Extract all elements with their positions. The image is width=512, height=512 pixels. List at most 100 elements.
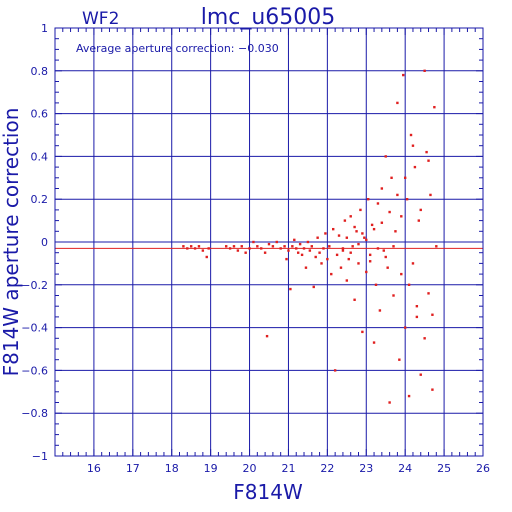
data-point <box>265 334 269 338</box>
data-point <box>314 255 317 259</box>
data-point <box>361 330 364 334</box>
data-point <box>333 369 337 372</box>
data-point <box>275 240 278 244</box>
data-point <box>197 245 201 248</box>
x-tick-labels: 16 17 18 19 20 21 22 23 24 25 26 <box>87 462 490 475</box>
data-point <box>413 165 417 169</box>
data-point <box>316 236 319 239</box>
data-point <box>396 193 399 197</box>
data-point <box>263 251 267 254</box>
data-point <box>415 305 419 308</box>
data-point <box>435 245 438 248</box>
x-tick-label: 22 <box>320 462 334 475</box>
data-point <box>384 155 387 158</box>
data-point <box>328 245 331 248</box>
x-tick-label: 19 <box>204 462 218 475</box>
data-point <box>345 236 349 239</box>
data-point <box>407 283 411 286</box>
data-point <box>427 159 430 162</box>
y-tick-label: −1 <box>32 450 48 463</box>
data-point <box>335 253 339 257</box>
data-point <box>400 215 403 218</box>
y-tick-label: 1 <box>41 22 48 35</box>
data-point <box>320 262 323 265</box>
data-point <box>349 215 352 218</box>
data-point <box>267 242 271 246</box>
data-point <box>339 266 343 269</box>
y-tick-label: −0.2 <box>21 279 48 292</box>
y-tick-label: −0.6 <box>21 364 48 377</box>
data-point <box>248 247 251 250</box>
grid-lines <box>54 27 484 457</box>
y-axis-label: F814W aperture correction <box>0 108 23 377</box>
data-point <box>295 247 298 250</box>
data-point <box>279 247 282 250</box>
data-point <box>287 249 290 252</box>
data-point <box>365 238 368 242</box>
data-point <box>370 223 374 227</box>
data-point <box>409 133 413 137</box>
x-tick-label: 25 <box>437 462 451 475</box>
data-point <box>322 247 325 250</box>
data-point <box>380 187 384 190</box>
data-point <box>400 272 403 276</box>
data-point <box>240 245 243 248</box>
data-point <box>345 279 349 282</box>
data-point <box>392 245 395 248</box>
data-point <box>293 238 296 242</box>
data-point <box>392 294 395 297</box>
data-point <box>271 245 275 248</box>
y-tick-label: 0.2 <box>31 193 49 206</box>
data-point <box>351 245 354 248</box>
data-point <box>182 245 185 248</box>
x-axis-label: F814W <box>233 480 303 504</box>
plot-frame <box>54 27 484 457</box>
data-point <box>376 202 380 205</box>
data-point <box>256 245 259 248</box>
x-tick-label: 20 <box>243 462 257 475</box>
data-point <box>228 247 232 250</box>
data-point <box>205 255 208 259</box>
data-point <box>201 249 205 252</box>
data-point <box>429 193 432 197</box>
data-point <box>298 242 302 246</box>
x-tick-label: 26 <box>476 462 490 475</box>
data-point <box>296 251 300 254</box>
data-point <box>388 401 391 404</box>
data-point <box>365 270 368 274</box>
data-point <box>347 257 350 261</box>
data-point <box>411 144 415 147</box>
data-point <box>419 373 422 376</box>
data-point <box>300 253 304 257</box>
data-point <box>368 253 372 257</box>
x-tick-label: 18 <box>165 462 179 475</box>
data-point <box>308 249 312 252</box>
y-tick-label: 0.8 <box>31 65 49 78</box>
data-point <box>357 242 360 246</box>
data-points <box>182 69 438 404</box>
data-point <box>431 313 434 316</box>
data-point <box>372 341 376 344</box>
data-point <box>384 255 387 259</box>
data-point <box>318 251 321 254</box>
data-point <box>312 285 315 289</box>
data-point <box>225 245 228 248</box>
data-point <box>283 245 286 248</box>
data-point <box>330 272 333 276</box>
data-point <box>341 247 345 250</box>
data-point <box>376 247 380 250</box>
data-point <box>355 230 358 233</box>
data-point <box>431 388 434 391</box>
data-point <box>353 225 356 229</box>
data-point <box>337 234 341 237</box>
data-point <box>186 247 189 250</box>
data-point <box>363 236 366 239</box>
data-point <box>402 73 405 77</box>
data-point <box>394 230 397 233</box>
data-point <box>349 251 352 254</box>
data-point <box>367 198 370 201</box>
data-point <box>304 266 308 269</box>
x-tick-label: 21 <box>281 462 295 475</box>
data-point <box>302 247 306 250</box>
